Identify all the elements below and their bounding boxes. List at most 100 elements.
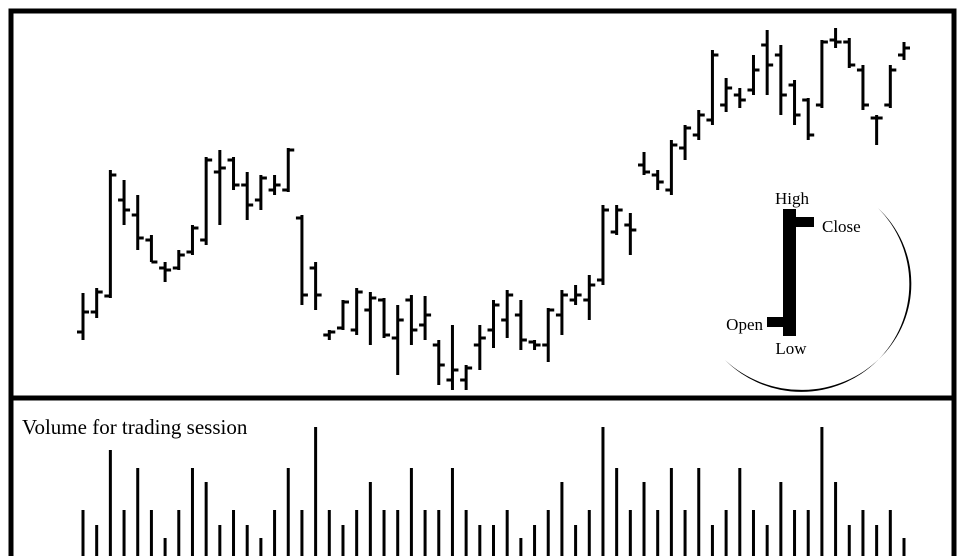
ohlc-open — [665, 188, 672, 192]
ohlc-close — [329, 330, 336, 334]
ohlc-open — [679, 146, 686, 150]
volume-bar — [273, 510, 277, 556]
ohlc-range — [136, 195, 140, 250]
volume-bar — [574, 525, 578, 556]
ohlc-open — [610, 230, 617, 234]
ohlc-open — [241, 183, 248, 187]
volume-bar — [218, 525, 222, 556]
ohlc-close — [753, 68, 760, 72]
ohlc-open — [131, 213, 138, 217]
volume-bar — [286, 468, 290, 556]
volume-bar — [177, 510, 181, 556]
volume-bar — [81, 510, 85, 556]
ohlc-range — [628, 213, 632, 255]
ohlc-open — [309, 266, 316, 270]
ohlc-close — [151, 260, 158, 264]
ohlc-range — [902, 42, 906, 60]
volume-bar — [697, 468, 701, 556]
ohlc-open — [720, 103, 727, 107]
ohlc-open — [733, 93, 740, 97]
volume-bar — [888, 510, 892, 556]
volume-bar — [314, 427, 318, 556]
ohlc-open — [364, 308, 371, 312]
ohlc-open — [200, 238, 207, 242]
ohlc-range — [368, 292, 372, 345]
ohlc-close — [384, 333, 391, 337]
ohlc-open — [514, 313, 521, 317]
volume-bar — [779, 482, 783, 556]
ohlc-close — [233, 183, 240, 187]
ohlc-open — [213, 170, 220, 174]
ohlc-range — [806, 98, 810, 140]
ohlc-open — [624, 223, 631, 227]
ohlc-close — [698, 113, 705, 117]
ohlc-range — [546, 308, 550, 362]
volume-bar — [710, 525, 714, 556]
ohlc-range — [245, 172, 249, 220]
volume-bar — [382, 510, 386, 556]
volume-bar — [149, 510, 153, 556]
ohlc-close — [301, 293, 308, 297]
ohlc-open — [186, 250, 193, 254]
legend-illustration: High Close Open Low — [725, 189, 912, 392]
ohlc-range — [218, 150, 222, 225]
volume-bar — [423, 510, 427, 556]
ohlc-range — [751, 55, 755, 95]
volume-bar — [847, 525, 851, 556]
ohlc-range — [697, 110, 701, 140]
ohlc-open — [254, 198, 261, 202]
volume-bar — [765, 525, 769, 556]
ohlc-open — [583, 298, 590, 302]
ohlc-close — [96, 290, 103, 294]
ohlc-close — [767, 63, 774, 67]
ohlc-open — [761, 43, 768, 47]
ohlc-open — [446, 378, 453, 382]
volume-bar — [724, 510, 728, 556]
ohlc-open — [898, 53, 904, 57]
ohlc-close — [890, 68, 897, 72]
ohlc-open — [802, 98, 809, 102]
ohlc-close — [507, 293, 514, 297]
ohlc-open — [172, 266, 179, 270]
ohlc-range — [738, 88, 742, 108]
ohlc-open — [405, 298, 412, 302]
volume-bar — [656, 510, 660, 556]
ohlc-range — [204, 157, 208, 245]
ohlc-close — [644, 170, 651, 174]
ohlc-range — [875, 115, 879, 145]
ohlc-range — [81, 293, 85, 340]
ohlc-range — [615, 205, 619, 235]
ohlc-close — [575, 293, 582, 297]
ohlc-open — [227, 158, 234, 162]
ohlc-range — [847, 38, 851, 68]
ohlc-close — [479, 336, 486, 340]
ohlc-range — [108, 170, 112, 298]
volume-bar — [793, 510, 797, 556]
ohlc-open — [528, 340, 535, 344]
ohlc-open — [788, 83, 795, 87]
ohlc-close — [315, 293, 322, 297]
ohlc-open — [391, 336, 398, 340]
ohlc-open — [692, 133, 699, 137]
ohlc-range — [300, 215, 304, 305]
ohlc-open — [884, 103, 891, 107]
ohlc-open — [843, 40, 850, 44]
ohlc-range — [560, 290, 564, 335]
ohlc-range — [450, 325, 454, 390]
ohlc-range — [820, 40, 824, 108]
volume-bar — [546, 510, 550, 556]
ohlc-range — [492, 300, 495, 348]
volume-bar — [341, 525, 345, 556]
volume-bar — [615, 468, 619, 556]
ohlc-open — [596, 278, 603, 282]
volume-bar — [136, 468, 140, 556]
ohlc-range — [669, 140, 673, 195]
ohlc-range — [190, 225, 194, 255]
volume-bar — [492, 525, 495, 556]
volume-bar — [902, 538, 906, 556]
ohlc-open — [651, 173, 658, 177]
volume-bar — [628, 510, 632, 556]
volume-bar — [327, 510, 331, 556]
ohlc-close — [165, 268, 172, 272]
volume-bar — [533, 525, 537, 556]
